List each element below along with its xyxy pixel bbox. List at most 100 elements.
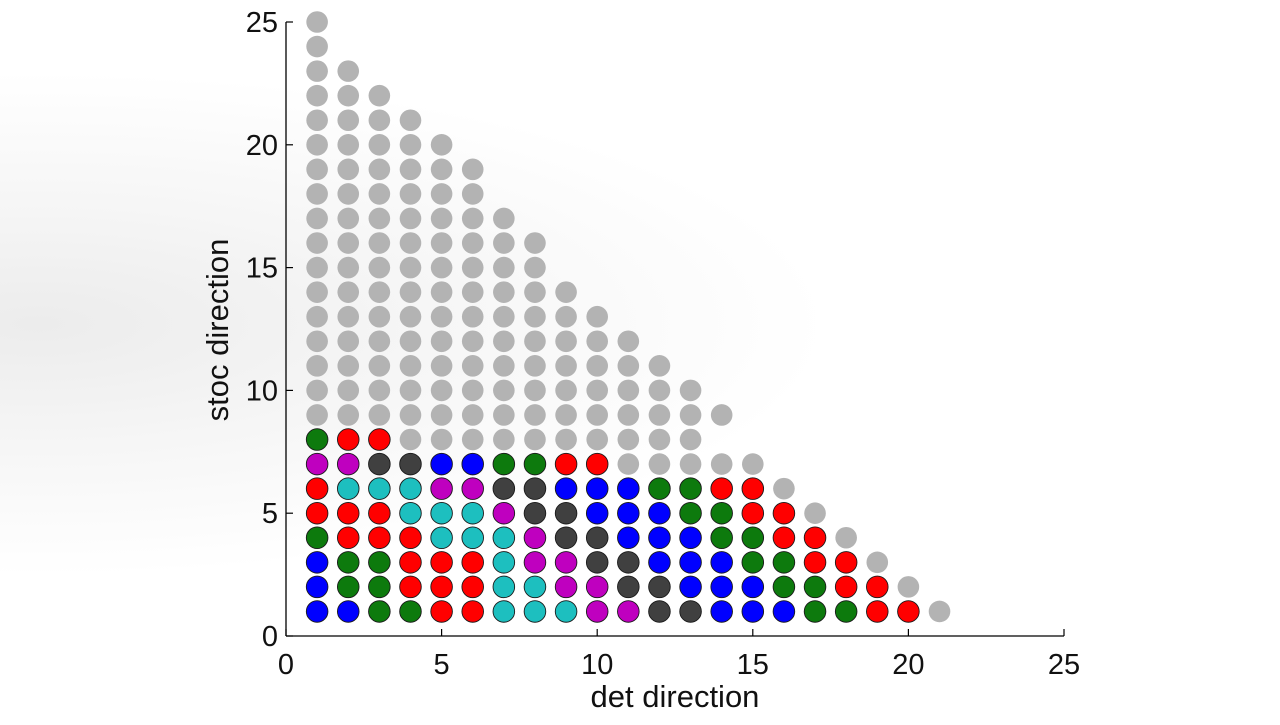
data-point bbox=[305, 575, 329, 599]
data-point bbox=[648, 477, 671, 500]
data-point bbox=[461, 477, 484, 500]
data-point bbox=[523, 575, 547, 599]
data-point bbox=[585, 600, 609, 623]
data-point bbox=[617, 600, 640, 623]
y-tick-label: 25 bbox=[246, 7, 278, 39]
data-point bbox=[679, 453, 702, 475]
data-point bbox=[679, 501, 702, 525]
data-point bbox=[492, 501, 516, 525]
data-point bbox=[617, 355, 640, 377]
data-point bbox=[337, 84, 360, 107]
data-point bbox=[803, 575, 827, 599]
data-point bbox=[399, 600, 422, 623]
data-point bbox=[368, 330, 391, 353]
data-point bbox=[648, 404, 671, 426]
data-point bbox=[461, 183, 484, 205]
data-point bbox=[742, 453, 764, 475]
data-point bbox=[368, 183, 391, 205]
y-tick-label: 20 bbox=[246, 130, 278, 162]
data-point bbox=[710, 404, 733, 426]
data-point bbox=[866, 575, 889, 599]
data-point bbox=[461, 526, 484, 550]
data-point bbox=[368, 526, 391, 550]
data-point bbox=[337, 281, 360, 303]
data-point bbox=[430, 526, 453, 550]
data-point bbox=[586, 355, 608, 377]
y-tick-label: 0 bbox=[262, 621, 278, 653]
data-point bbox=[586, 428, 608, 451]
data-point bbox=[305, 428, 329, 451]
data-point bbox=[336, 428, 360, 451]
data-point bbox=[679, 575, 702, 599]
data-point bbox=[710, 600, 733, 623]
data-point bbox=[586, 404, 608, 426]
data-point bbox=[399, 379, 422, 402]
data-point bbox=[586, 379, 608, 402]
data-point bbox=[399, 501, 422, 525]
data-point bbox=[337, 355, 360, 377]
data-point bbox=[897, 576, 920, 598]
data-point bbox=[524, 404, 546, 426]
data-point bbox=[306, 305, 328, 328]
data-point bbox=[399, 428, 422, 451]
data-point bbox=[492, 526, 516, 550]
data-point bbox=[461, 305, 484, 328]
data-point bbox=[585, 501, 609, 525]
data-point bbox=[368, 207, 391, 230]
data-point bbox=[648, 575, 671, 599]
data-point bbox=[337, 134, 360, 156]
data-point bbox=[492, 452, 516, 476]
data-point bbox=[430, 158, 453, 181]
x-tick-label: 15 bbox=[737, 649, 769, 681]
data-point bbox=[336, 575, 360, 599]
data-point bbox=[493, 404, 515, 426]
data-point bbox=[554, 501, 578, 525]
data-point bbox=[368, 355, 391, 377]
data-point bbox=[305, 501, 329, 525]
data-point bbox=[337, 232, 360, 254]
data-point bbox=[461, 452, 484, 476]
data-point bbox=[461, 330, 484, 353]
data-point bbox=[306, 256, 328, 279]
data-point bbox=[399, 526, 422, 550]
data-point bbox=[679, 477, 702, 500]
data-point bbox=[585, 551, 609, 574]
data-point bbox=[648, 551, 671, 574]
ticks-layer: 0 5 10 15 20 25 0 5 10 15 20 25 bbox=[246, 7, 1080, 681]
data-point bbox=[585, 452, 609, 476]
data-point bbox=[928, 600, 951, 623]
data-point bbox=[306, 183, 328, 205]
data-point bbox=[337, 183, 360, 205]
data-point bbox=[523, 600, 547, 623]
data-point bbox=[337, 109, 360, 132]
x-axis-label: det direction bbox=[591, 679, 760, 714]
data-point bbox=[710, 551, 733, 574]
data-point bbox=[399, 256, 422, 279]
data-point bbox=[306, 134, 328, 156]
data-point bbox=[368, 501, 391, 525]
data-point bbox=[336, 477, 360, 500]
data-point bbox=[492, 600, 516, 623]
data-point bbox=[368, 84, 391, 107]
data-point bbox=[461, 600, 484, 623]
data-point bbox=[368, 305, 391, 328]
data-point bbox=[555, 355, 577, 377]
data-point bbox=[710, 477, 733, 500]
data-point bbox=[617, 404, 640, 426]
data-point bbox=[306, 379, 328, 402]
data-point bbox=[306, 11, 328, 33]
data-point bbox=[710, 453, 733, 475]
data-point bbox=[461, 207, 484, 230]
data-point bbox=[554, 551, 578, 574]
data-point bbox=[430, 379, 453, 402]
data-point bbox=[555, 428, 577, 451]
data-point bbox=[648, 379, 671, 402]
data-point bbox=[585, 526, 609, 550]
data-point bbox=[617, 379, 640, 402]
data-point bbox=[430, 575, 453, 599]
data-point bbox=[430, 600, 453, 623]
data-point bbox=[585, 575, 609, 599]
data-point bbox=[617, 551, 640, 574]
data-point bbox=[306, 158, 328, 181]
data-point bbox=[430, 404, 453, 426]
